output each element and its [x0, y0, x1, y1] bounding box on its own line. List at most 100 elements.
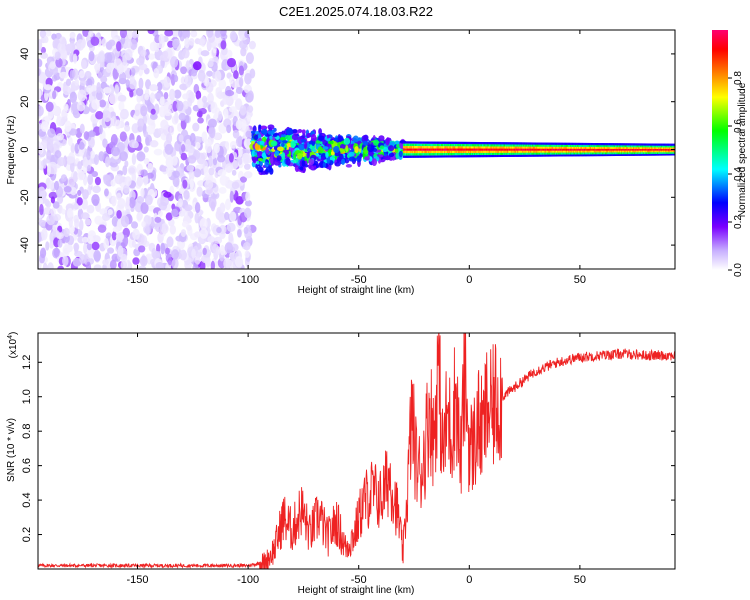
- heatmap-cell: [189, 178, 194, 190]
- heatmap-cell: [82, 189, 89, 200]
- heatmap-cell: [143, 146, 149, 153]
- heatmap-cell: [364, 156, 370, 161]
- heatmap-cell: [170, 56, 179, 68]
- heatmap-cell: [102, 110, 112, 123]
- heatmap-cell: [178, 134, 184, 143]
- y-tick-label: 0.4: [21, 492, 33, 507]
- heatmap-cell: [228, 252, 237, 259]
- heatmap-cell: [256, 166, 264, 173]
- heatmap-cell: [192, 263, 199, 269]
- heatmap-cell: [270, 156, 274, 165]
- heatmap-cell: [225, 89, 235, 97]
- heatmap-cell: [111, 216, 119, 227]
- heatmap-cell: [178, 30, 183, 38]
- heatmap-cell: [228, 232, 234, 244]
- heatmap-cell: [181, 30, 190, 38]
- heatmap-cell: [38, 159, 42, 170]
- heatmap-cell: [117, 94, 127, 102]
- heatmap-cell: [248, 40, 256, 50]
- heatmap-cell: [104, 156, 110, 168]
- heatmap-cell: [49, 180, 55, 191]
- heatmap-cell: [125, 79, 130, 88]
- heatmap-cell: [285, 157, 291, 166]
- heatmap-cell: [304, 141, 308, 150]
- heatmap-cell: [138, 77, 144, 90]
- heatmap-cell: [264, 161, 269, 168]
- heatmap-cell: [141, 220, 146, 228]
- heatmap-cell: [244, 200, 252, 207]
- heatmap-cell: [151, 247, 157, 259]
- heatmap-cell: [95, 111, 104, 120]
- heatmap-cell: [171, 155, 178, 166]
- heatmap-cell: [178, 210, 186, 217]
- heatmap-cell: [200, 35, 207, 47]
- heatmap-cell: [84, 70, 92, 79]
- heatmap-cell: [94, 176, 101, 186]
- heatmap-cell: [60, 116, 66, 125]
- heatmap-cell: [103, 238, 110, 250]
- heatmap-cell: [59, 71, 69, 79]
- heatmap-cell: [202, 247, 207, 256]
- heatmap-cell: [197, 98, 204, 109]
- snr-series-line: [38, 333, 675, 569]
- heatmap-cell: [188, 38, 195, 46]
- colorbar: 0.00.20.40.60.8 Normalized spectral ampl…: [712, 30, 748, 277]
- heatmap-cell: [223, 108, 229, 120]
- heatmap-cell: [124, 48, 133, 61]
- heatmap-cell: [88, 50, 95, 62]
- heatmap-cell: [243, 226, 249, 235]
- heatmap-cell: [178, 112, 186, 121]
- heatmap-cell: [67, 176, 76, 188]
- heatmap-cell: [243, 171, 253, 179]
- heatmap-cell: [62, 255, 69, 267]
- heatmap-cell: [60, 174, 68, 182]
- heatmap-cell: [72, 53, 78, 64]
- heatmap-cell: [306, 133, 311, 139]
- heatmap-cell: [77, 170, 85, 181]
- heatmap-cell: [101, 213, 111, 221]
- heatmap-cell: [272, 133, 278, 138]
- heatmap-cell: [388, 145, 395, 152]
- heatmap-cell: [80, 59, 87, 70]
- heatmap-cell: [340, 158, 346, 165]
- heatmap-cell: [69, 31, 76, 39]
- heatmap-cell: [160, 223, 169, 234]
- heatmap-cells: [38, 30, 675, 269]
- heatmap-cell: [64, 120, 72, 133]
- heatmap-cell: [184, 204, 193, 212]
- heatmap-cell: [315, 163, 320, 169]
- heatmap-cell: [229, 141, 237, 149]
- heatmap-cell: [117, 198, 126, 209]
- heatmap-cell: [136, 195, 145, 204]
- y-tick-label: -40: [19, 237, 31, 253]
- x-tick-label: 0: [466, 574, 472, 586]
- heatmap-cell: [45, 30, 52, 37]
- heatmap-cell: [228, 106, 238, 113]
- heatmap-cell: [46, 214, 56, 226]
- heatmap-cell: [38, 186, 46, 198]
- heatmap-cell: [116, 210, 122, 219]
- heatmap-cell: [228, 152, 234, 163]
- heatmap-cell: [237, 228, 242, 238]
- heatmap-cell: [345, 164, 353, 168]
- heatmap-cell: [86, 242, 93, 251]
- heatmap-cell: [91, 99, 100, 110]
- heatmap-cell: [210, 260, 216, 269]
- heatmap-cell: [252, 156, 257, 163]
- heatmap-cell: [56, 113, 61, 123]
- heatmap-cell: [354, 146, 359, 154]
- heatmap-cell: [214, 70, 222, 82]
- heatmap-cell: [157, 127, 164, 135]
- heatmap-cell: [218, 186, 227, 194]
- heatmap-cell: [213, 236, 223, 244]
- heatmap-cell: [98, 99, 107, 108]
- heatmap-cell: [174, 111, 179, 124]
- heatmap-cell: [162, 50, 169, 59]
- heatmap-cell: [180, 152, 188, 161]
- snr-xlabel: Height of straight line (km): [298, 585, 415, 596]
- heatmap-cell: [48, 191, 58, 199]
- heatmap-cell: [93, 250, 101, 262]
- y-tick-label: 40: [19, 48, 31, 60]
- heatmap-cell: [132, 257, 140, 265]
